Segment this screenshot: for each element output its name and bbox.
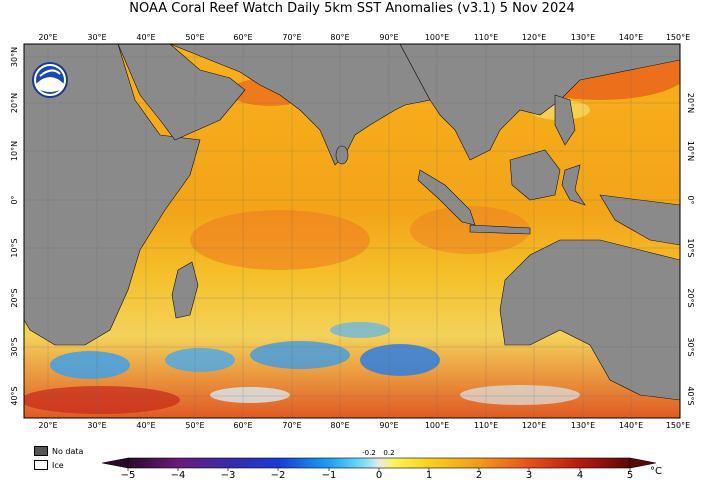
- lon-label-bottom: 90°E: [379, 421, 398, 430]
- lon-label-bottom: 70°E: [282, 421, 301, 430]
- lon-label-top: 150°E: [666, 33, 690, 42]
- lon-label-bottom: 130°E: [571, 421, 595, 430]
- cool-anomaly-region: [330, 322, 390, 338]
- map-border: [23, 43, 681, 419]
- colorbar-tick-label: −5: [121, 470, 136, 480]
- map-area: [24, 44, 680, 418]
- lon-label-top: 70°E: [282, 33, 301, 42]
- lat-label-left: 10°N: [10, 141, 19, 161]
- lat-labels-right: 20°N 10°N 0° 10°S 20°S 30°S 40°S: [686, 93, 695, 406]
- legend-no-data: No data: [34, 444, 83, 458]
- lon-label-top: 40°E: [136, 33, 155, 42]
- lon-label-bottom: 60°E: [233, 421, 252, 430]
- lon-label-bottom: 120°E: [522, 421, 546, 430]
- colorbar: −5 −4 −3 −2 −1 0 1 2 3 4 5 °C -0.2 0.2: [101, 449, 662, 480]
- lon-label-bottom: 20°E: [38, 421, 57, 430]
- cool-anomaly-region: [165, 348, 235, 372]
- legend-ice: Ice: [34, 458, 83, 472]
- legend: No data Ice: [34, 444, 83, 472]
- lat-label-left: 10°S: [10, 238, 19, 257]
- lon-label-top: 30°E: [87, 33, 106, 42]
- lat-label-right: 0°: [686, 195, 695, 204]
- lat-label-left: 0°: [10, 195, 19, 204]
- legend-ice-label: Ice: [52, 460, 64, 470]
- lon-label-bottom: 30°E: [87, 421, 106, 430]
- lat-label-right: 40°S: [686, 386, 695, 405]
- ice-swatch: [34, 460, 48, 470]
- lon-label-top: 130°E: [571, 33, 595, 42]
- lat-label-right: 20°S: [686, 288, 695, 307]
- lon-label-bottom: 110°E: [474, 421, 498, 430]
- lon-label-bottom: 140°E: [619, 421, 643, 430]
- lat-label-left: 40°S: [10, 386, 19, 405]
- lat-label-left: 20°S: [10, 288, 19, 307]
- lon-label-bottom: 150°E: [666, 421, 690, 430]
- colorbar-gradient: [127, 457, 631, 469]
- lat-label-left: 30°S: [10, 337, 19, 356]
- cool-anomaly-region: [50, 351, 130, 379]
- colorbar-tick-label: 2: [476, 470, 482, 480]
- lon-label-top: 100°E: [425, 33, 449, 42]
- lon-label-bottom: 40°E: [136, 421, 155, 430]
- colorbar-tick-label: −4: [171, 470, 186, 480]
- no-data-swatch: [34, 446, 48, 456]
- lat-label-left: 20°N: [10, 93, 19, 113]
- colorbar-tick-label: 0: [376, 470, 382, 480]
- noaa-logo: [32, 62, 68, 98]
- colorbar-small-tick: 0.2: [383, 449, 394, 457]
- hot-anomaly-region: [24, 386, 180, 414]
- lon-label-top: 110°E: [474, 33, 498, 42]
- lon-label-top: 120°E: [522, 33, 546, 42]
- colorbar-tick-label: 1: [426, 470, 432, 480]
- lat-label-right: 10°S: [686, 238, 695, 257]
- colorbar-tick-label: 5: [627, 470, 633, 480]
- warm-anomaly-region: [190, 210, 370, 270]
- lat-label-right: 30°S: [686, 337, 695, 356]
- lon-label-bottom: 50°E: [185, 421, 204, 430]
- lat-label-right: 10°N: [686, 141, 695, 161]
- colorbar-max-arrow: [629, 457, 657, 469]
- lat-label-left: 30°N: [10, 47, 19, 67]
- colorbar-small-tick: -0.2: [362, 449, 376, 457]
- lon-label-bottom: 100°E: [425, 421, 449, 430]
- lon-labels-top: 20°E 30°E 40°E 50°E 60°E 70°E 80°E 90°E …: [38, 33, 690, 42]
- lat-label-right: 20°N: [686, 93, 695, 113]
- lon-label-top: 80°E: [330, 33, 349, 42]
- land: [24, 44, 680, 401]
- lon-label-top: 60°E: [233, 33, 252, 42]
- colorbar-min-arrow: [101, 457, 129, 469]
- map-title: NOAA Coral Reef Watch Daily 5km SST Anom…: [129, 1, 575, 16]
- lon-label-top: 50°E: [185, 33, 204, 42]
- cool-anomaly-region: [360, 344, 440, 376]
- neutral-region: [210, 387, 290, 403]
- lat-labels-left: 30°N 20°N 10°N 0° 10°S 20°S 30°S 40°S: [10, 47, 19, 406]
- graticule: [24, 44, 680, 418]
- legend-no-data-label: No data: [52, 446, 84, 456]
- lon-labels-bottom: 20°E 30°E 40°E 50°E 60°E 70°E 80°E 90°E …: [38, 421, 690, 430]
- neutral-region: [460, 385, 580, 405]
- colorbar-unit: °C: [650, 466, 662, 477]
- lon-label-top: 140°E: [619, 33, 643, 42]
- colorbar-tick-label: −3: [221, 470, 236, 480]
- colorbar-tick-label: −2: [271, 470, 286, 480]
- lon-label-top: 90°E: [379, 33, 398, 42]
- lon-label-top: 20°E: [38, 33, 57, 42]
- colorbar-tick-label: 3: [526, 470, 532, 480]
- colorbar-tick-label: 4: [577, 470, 583, 480]
- cool-anomaly-region: [250, 341, 350, 369]
- colorbar-tick-label: −1: [322, 470, 337, 480]
- lon-label-bottom: 80°E: [330, 421, 349, 430]
